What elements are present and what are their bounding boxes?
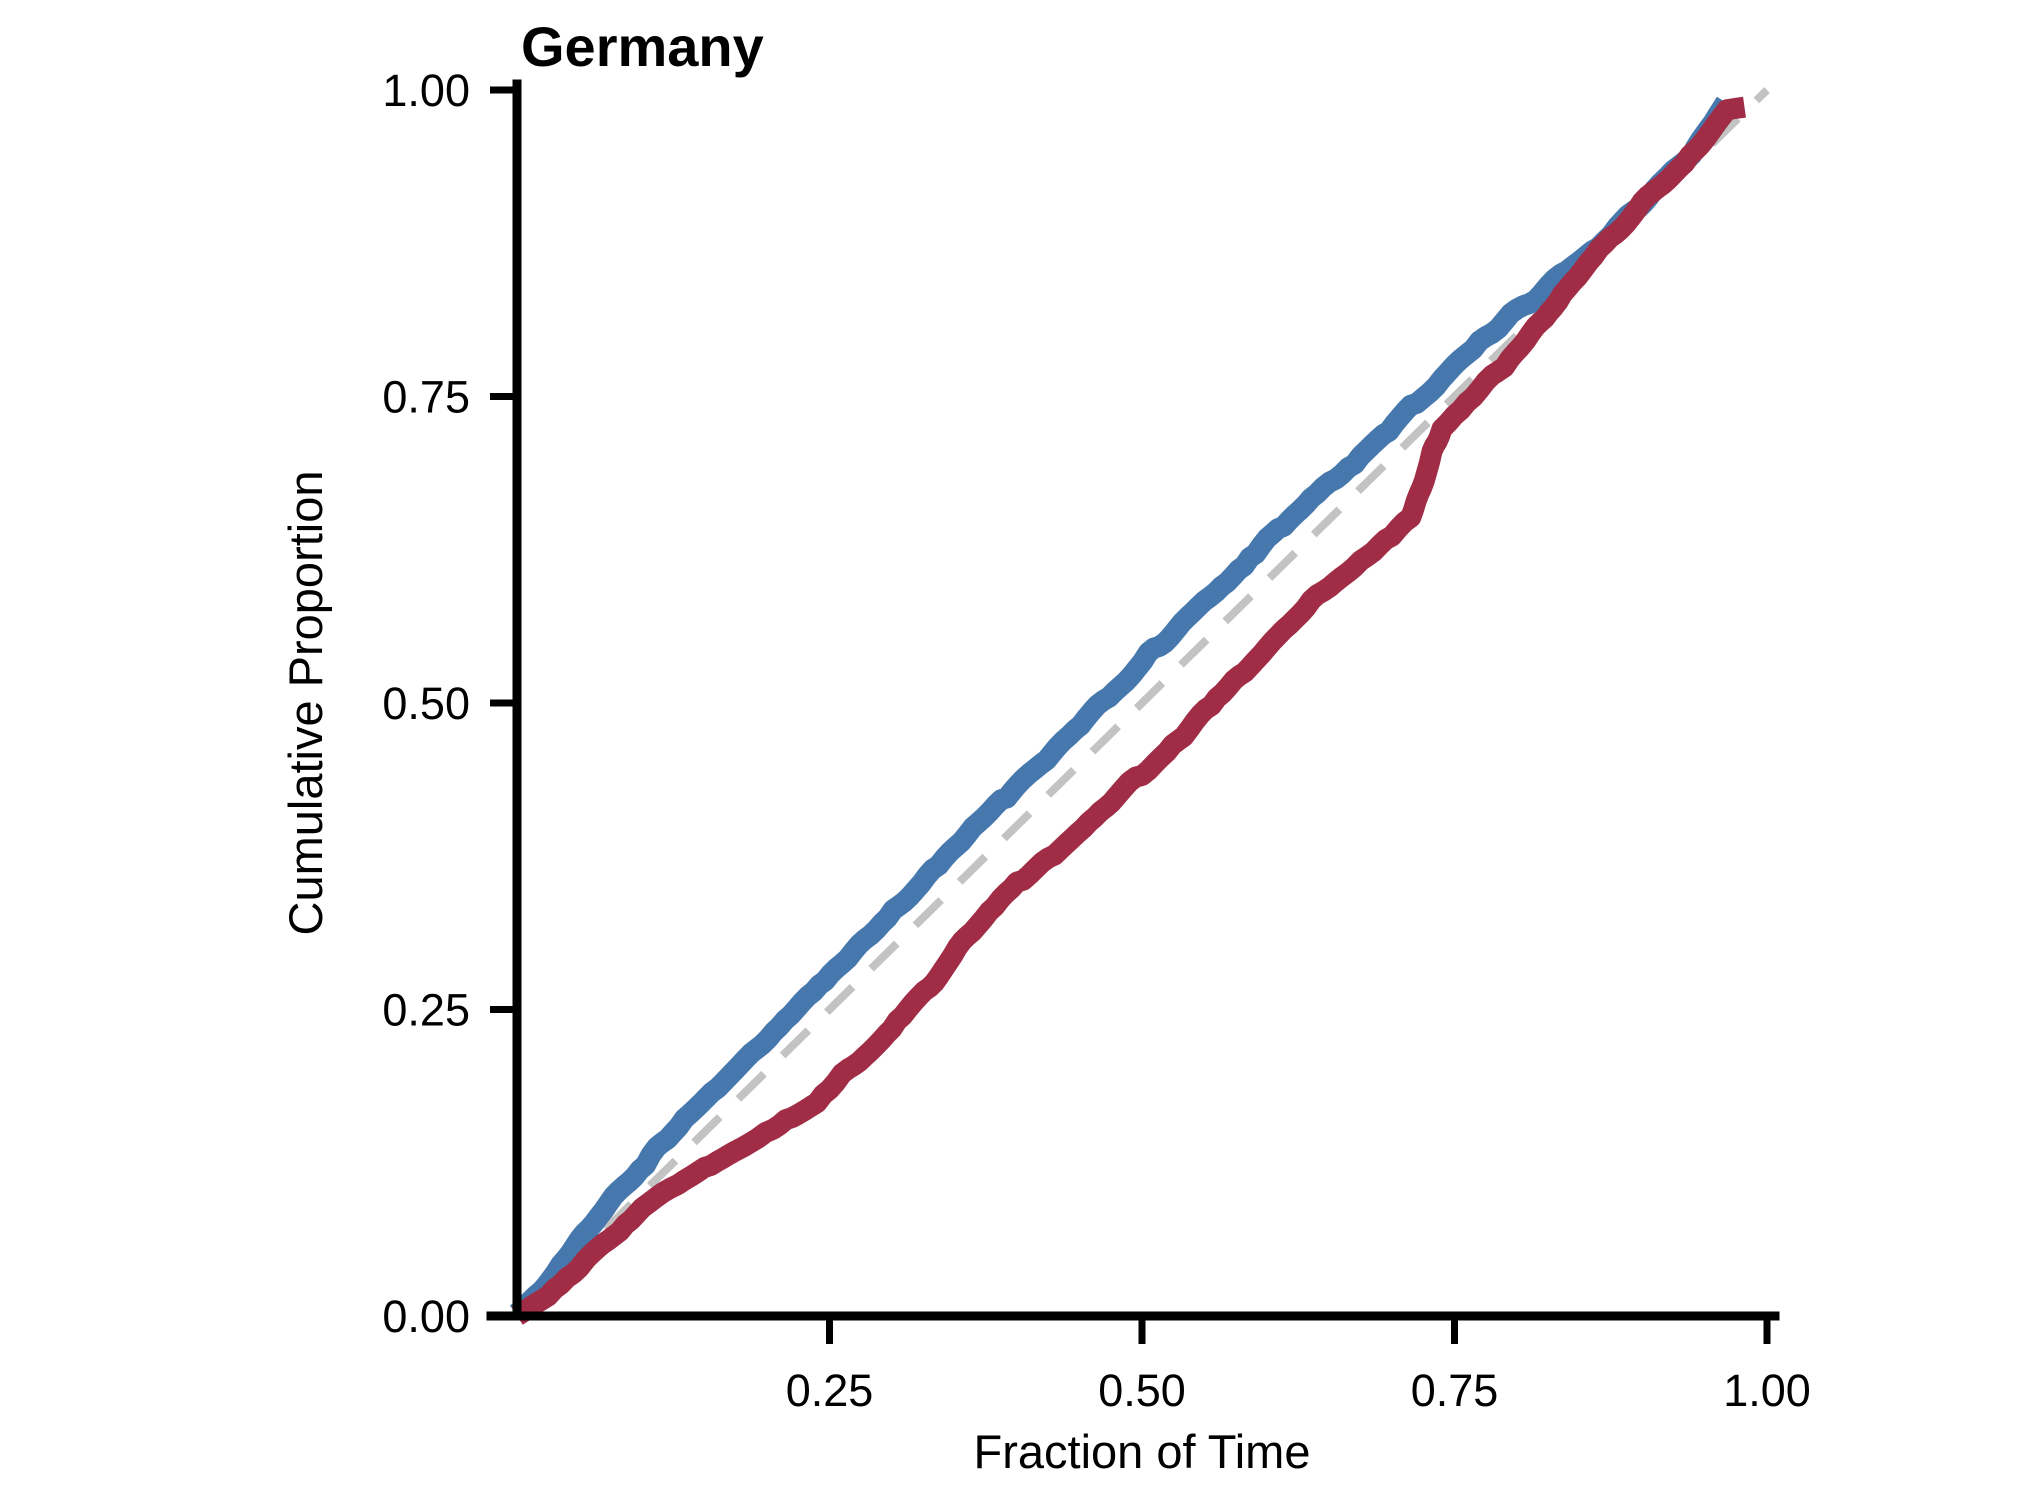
chart-title: Germany bbox=[521, 15, 764, 78]
series-red-line bbox=[511, 96, 1747, 1325]
y-axis-label: Cumulative Proportion bbox=[279, 471, 332, 936]
x-tick-label: 1.00 bbox=[1723, 1365, 1811, 1416]
x-tick-label: 0.25 bbox=[786, 1365, 874, 1416]
y-tick-label: 0.25 bbox=[382, 985, 470, 1036]
x-tick-label: 0.50 bbox=[1098, 1365, 1186, 1416]
series-layer bbox=[509, 96, 1747, 1325]
tick-layer: 0.25 0.50 0.75 1.00 0.00 0.25 0.50 0.75 1.00 bbox=[382, 65, 1810, 1416]
series-blue-line bbox=[509, 96, 1735, 1322]
x-tick-label: 0.75 bbox=[1411, 1365, 1499, 1416]
x-axis-label: Fraction of Time bbox=[974, 1425, 1311, 1478]
y-tick-label: 0.75 bbox=[382, 372, 470, 423]
y-tick-label: 0.50 bbox=[382, 678, 470, 729]
y-tick-label: 1.00 bbox=[382, 65, 470, 116]
y-tick-label: 0.00 bbox=[382, 1291, 470, 1342]
